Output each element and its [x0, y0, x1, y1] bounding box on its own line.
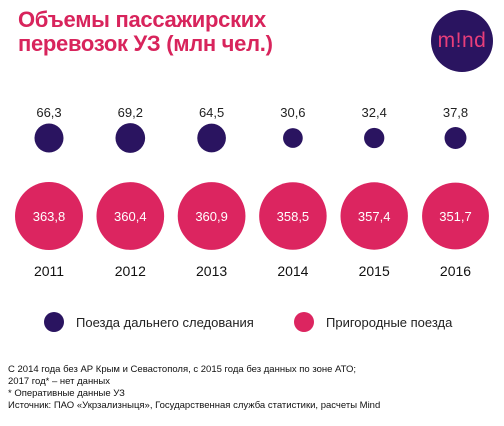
legend-item-long-distance: Поезда дальнего следования — [44, 312, 254, 332]
long-distance-value-label-2013: 64,5 — [199, 105, 224, 120]
note-line-3: * Оперативные данные УЗ — [8, 388, 125, 399]
suburban-value-label-2012: 360,4 — [114, 209, 147, 224]
long-distance-value-label-2012: 69,2 — [118, 105, 143, 120]
long-distance-bubble-2016 — [444, 127, 467, 149]
bubble-chart: 66,3 363,8 2011 69,2 360,4 2012 64,5 360,9 2013 3… — [15, 105, 489, 279]
note-line-1: С 2014 года без АР Крым и Севастополя, с… — [8, 364, 357, 375]
long-distance-bubble-2013 — [197, 123, 226, 153]
legend-label-suburban: Пригородные поезда — [326, 314, 453, 330]
legend: Поезда дальнего следования Пригородные п… — [0, 312, 504, 338]
suburban-bubble-2011 — [15, 182, 83, 250]
title-line-2: перевозок УЗ (млн чел.) — [18, 31, 273, 56]
footnotes: С 2014 года без АР Крым и Севастополя, с… — [8, 364, 498, 412]
chart-title: Объемы пассажирских перевозок УЗ (млн че… — [18, 8, 418, 56]
note-line-2: 2017 год* – нет данных — [8, 376, 111, 387]
suburban-value-label-2011: 363,8 — [33, 209, 66, 224]
long-distance-bubble-2014 — [283, 128, 303, 148]
suburban-bubble-2015 — [340, 182, 408, 250]
suburban-bubble-2014 — [259, 182, 327, 250]
long-distance-value-label-2011: 66,3 — [36, 105, 61, 120]
legend-label-long-distance: Поезда дальнего следования — [76, 314, 254, 330]
long-distance-bubble-2011 — [34, 123, 64, 153]
suburban-bubble-2013 — [177, 182, 246, 250]
long-distance-bubble-2015 — [364, 127, 385, 149]
suburban-bubble-2016 — [422, 182, 489, 250]
year-label-2011: 2011 — [34, 263, 64, 279]
long-distance-value-label-2015: 32,4 — [362, 105, 387, 120]
note-line-4: Источник: ПАО «Укрзализныця», Государств… — [8, 400, 381, 411]
year-label-2012: 2012 — [115, 263, 146, 279]
suburban-value-label-2016: 351,7 — [439, 209, 472, 224]
title-line-1: Объемы пассажирских — [18, 7, 266, 32]
legend-swatch-suburban — [294, 312, 314, 332]
legend-item-suburban: Пригородные поезда — [294, 312, 452, 332]
long-distance-bubble-2012 — [115, 123, 146, 153]
suburban-value-label-2013: 360,9 — [195, 209, 228, 224]
year-label-2015: 2015 — [359, 263, 390, 279]
year-label-2013: 2013 — [196, 263, 227, 279]
legend-swatch-long-distance — [44, 312, 64, 332]
suburban-bubble-2012 — [96, 182, 165, 250]
mind-logo: m!nd — [431, 10, 493, 72]
long-distance-value-label-2016: 37,8 — [443, 105, 468, 120]
year-label-2016: 2016 — [440, 263, 471, 279]
suburban-value-label-2015: 357,4 — [358, 209, 391, 224]
suburban-value-label-2014: 358,5 — [277, 209, 310, 224]
long-distance-value-label-2014: 30,6 — [280, 105, 305, 120]
year-label-2014: 2014 — [277, 263, 308, 279]
